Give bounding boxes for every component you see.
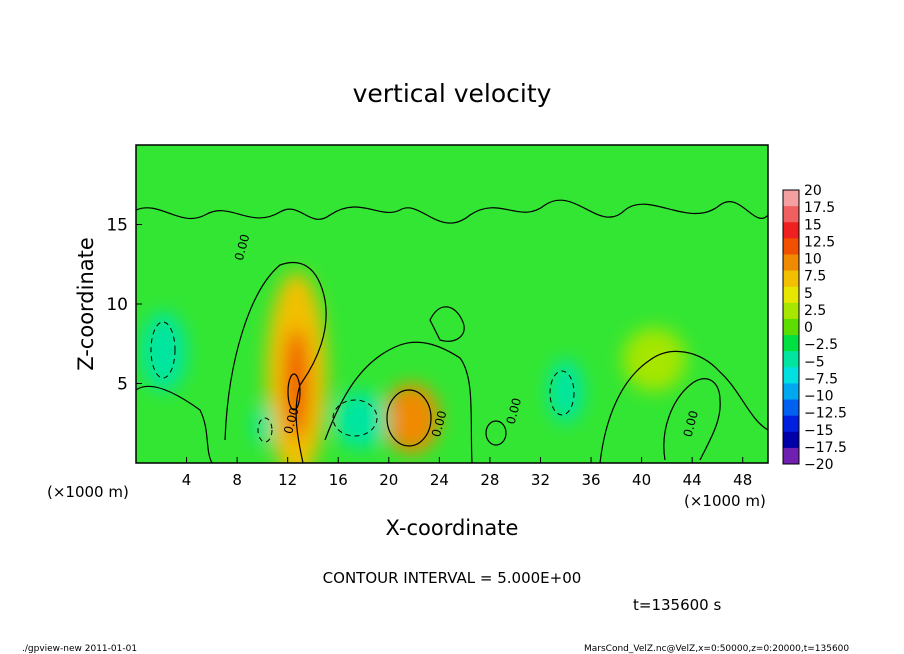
x-unit-left: (×1000 m) [47, 483, 129, 501]
x-tick-label-1: 8 [232, 471, 242, 489]
contour-right-wavy [429, 306, 465, 342]
colorbar-label-9: −2.5 [804, 337, 838, 353]
colorbar-label-3: 12.5 [804, 234, 835, 250]
x-tick-label-2: 12 [278, 471, 297, 489]
field-blob-3 [333, 391, 389, 449]
x-tick-label-10: 44 [683, 471, 702, 489]
x-tick-label-4: 20 [379, 471, 398, 489]
contour-zero-mid [324, 341, 473, 463]
colorbar-swatch-10 [783, 351, 799, 368]
contour-labels: 0.00 0.00 0.00 0.00 0.00 [232, 233, 701, 439]
field-blob-1 [285, 327, 308, 440]
colorbar-swatch-15 [783, 431, 799, 449]
contour-core-10 [287, 373, 301, 411]
field-blob-7 [622, 327, 686, 392]
colorbar-label-8: 0 [804, 320, 813, 336]
y-axis-ticks: 5 10 15 [106, 216, 142, 395]
colorbar-swatch-1 [783, 206, 799, 223]
colorbar-swatch-5 [783, 270, 799, 288]
colorbar-label-13: −12.5 [804, 406, 847, 422]
x-tick-label-7: 32 [531, 471, 550, 489]
colorbar-swatch-2 [783, 222, 799, 239]
contour-interval: CONTOUR INTERVAL = 5.000E+00 [323, 569, 582, 587]
contour-blob-right-center [386, 389, 432, 447]
y-tick-label-0: 5 [117, 375, 128, 395]
colorbar-label-1: 17.5 [804, 200, 835, 216]
dashed-contour-center [332, 399, 378, 437]
colorbar-label-10: −5 [804, 354, 825, 370]
colorbar-label-5: 7.5 [804, 269, 826, 285]
colorbar-label-16: −20 [804, 457, 834, 473]
plot-area: 0.00 0.00 0.00 0.00 0.00 [135, 144, 769, 464]
dashed-contour-right [549, 370, 575, 416]
x-tick-label-0: 4 [182, 471, 192, 489]
contour-label-0: 0.00 [281, 406, 301, 435]
contour-label-1: 0.00 [429, 409, 449, 438]
contour-zero-tower [224, 261, 327, 463]
contour-zero-top [136, 199, 768, 224]
colorbar-label-11: −7.5 [804, 371, 838, 387]
dashed-contour-left [150, 321, 176, 379]
colorbar-label-0: 20 [804, 183, 822, 199]
x-tick-label-9: 40 [632, 471, 651, 489]
dashed-contour-low [257, 417, 273, 443]
y-axis-label: Z-coordinate [74, 237, 98, 371]
colorbar-swatch-7 [783, 302, 799, 320]
colorbar-label-7: 2.5 [804, 303, 826, 319]
colorbar-label-4: 10 [804, 252, 822, 268]
field-blob-6 [548, 359, 584, 424]
contour-lines [136, 199, 768, 463]
x-tick-label-5: 24 [430, 471, 449, 489]
x-axis-ticks: 4 8 12 16 20 24 28 32 36 40 44 48 [182, 457, 752, 489]
contour-far-right [663, 378, 721, 461]
colorbar-swatch-12 [783, 383, 799, 400]
colorbar-swatch-4 [783, 254, 799, 271]
chart-title: vertical velocity [353, 79, 552, 108]
contour-label-2: 0.00 [504, 396, 524, 425]
y-tick-label-2: 15 [106, 216, 128, 236]
x-tick-label-3: 16 [329, 471, 348, 489]
footer-left: ./gpview-new 2011-01-01 [22, 644, 137, 654]
colorbar-frame [782, 189, 800, 465]
colorbar-swatch-13 [783, 399, 799, 416]
colorbar-swatch-9 [783, 335, 799, 352]
field-blobs [141, 272, 686, 463]
footer-right: MarsCond_VelZ.nc@VelZ,x=0:50000,z=0:2000… [584, 644, 849, 654]
colorbar-swatch-16 [783, 447, 799, 465]
colorbar-swatch-3 [783, 238, 799, 255]
contour-blob-small [485, 420, 507, 446]
field-blob-5 [141, 311, 187, 392]
x-tick-label-8: 36 [581, 471, 600, 489]
colorbar-label-6: 5 [804, 286, 813, 302]
colorbar-label-15: −17.5 [804, 440, 847, 456]
colorbar-swatch-0 [783, 190, 799, 207]
time-label: t=135600 s [633, 596, 721, 614]
x-tick-label-11: 48 [733, 471, 752, 489]
x-tick-label-6: 28 [480, 471, 499, 489]
field-blob-4 [253, 404, 274, 446]
colorbar-label-2: 15 [804, 217, 822, 233]
field-background [136, 145, 768, 463]
colorbar-label-14: −15 [804, 423, 834, 439]
colorbar-swatch-11 [783, 367, 799, 384]
negative-contours [150, 321, 575, 443]
colorbar-swatch-6 [783, 286, 799, 304]
colorbar-swatch-14 [783, 415, 799, 433]
contour-zero-left [136, 385, 213, 463]
colorbar-swatch-8 [783, 318, 799, 336]
contour-label-4: 0.00 [232, 233, 252, 262]
y-tick-label-1: 10 [106, 295, 128, 315]
x-axis-label: X-coordinate [386, 516, 519, 540]
x-unit-right: (×1000 m) [684, 492, 766, 510]
colorbar-label-12: −10 [804, 389, 834, 405]
contour-label-3: 0.00 [681, 409, 701, 438]
contour-zero-right [599, 350, 768, 463]
